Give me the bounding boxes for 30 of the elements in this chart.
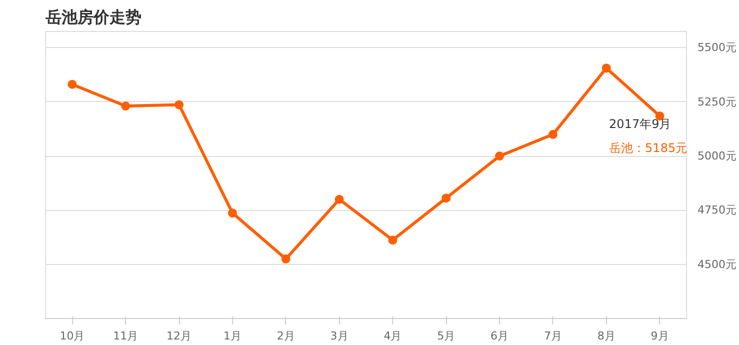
point bbox=[334, 194, 344, 204]
x-tick-label: 10月 bbox=[60, 330, 85, 342]
x-tick-label: 12月 bbox=[166, 330, 192, 342]
point bbox=[442, 194, 451, 203]
point bbox=[281, 254, 290, 264]
x-tick-label: 2月 bbox=[276, 330, 295, 342]
point bbox=[174, 100, 184, 110]
y-tick-label: 5500元 bbox=[698, 41, 736, 54]
y-tick-label: 4500元 bbox=[698, 258, 736, 271]
x-tick-label: 5月 bbox=[437, 330, 456, 342]
point bbox=[121, 102, 130, 111]
x-tick-label: 4月 bbox=[384, 330, 402, 342]
y-tick-label: 5000元 bbox=[698, 150, 736, 163]
chart-title: 岳池房价走势 bbox=[44, 8, 142, 26]
point bbox=[495, 152, 504, 161]
point bbox=[548, 130, 558, 139]
point bbox=[602, 64, 611, 73]
point bbox=[388, 236, 398, 245]
x-tick-label: 7月 bbox=[544, 330, 562, 342]
annotation: 2017年9月 bbox=[609, 117, 672, 132]
y-tick-label: 4750元 bbox=[698, 204, 736, 217]
x-tick-label: 6月 bbox=[490, 330, 509, 342]
y-tick-label: 5250元 bbox=[698, 95, 736, 108]
point bbox=[68, 80, 77, 89]
x-tick-label: 11月 bbox=[113, 330, 138, 342]
point bbox=[228, 208, 237, 218]
x-tick-label: 3月 bbox=[330, 330, 348, 342]
x-tick-label: 1月 bbox=[223, 330, 242, 342]
x-tick-label: 9月 bbox=[650, 330, 669, 342]
x-tick-label: 8月 bbox=[597, 330, 616, 342]
